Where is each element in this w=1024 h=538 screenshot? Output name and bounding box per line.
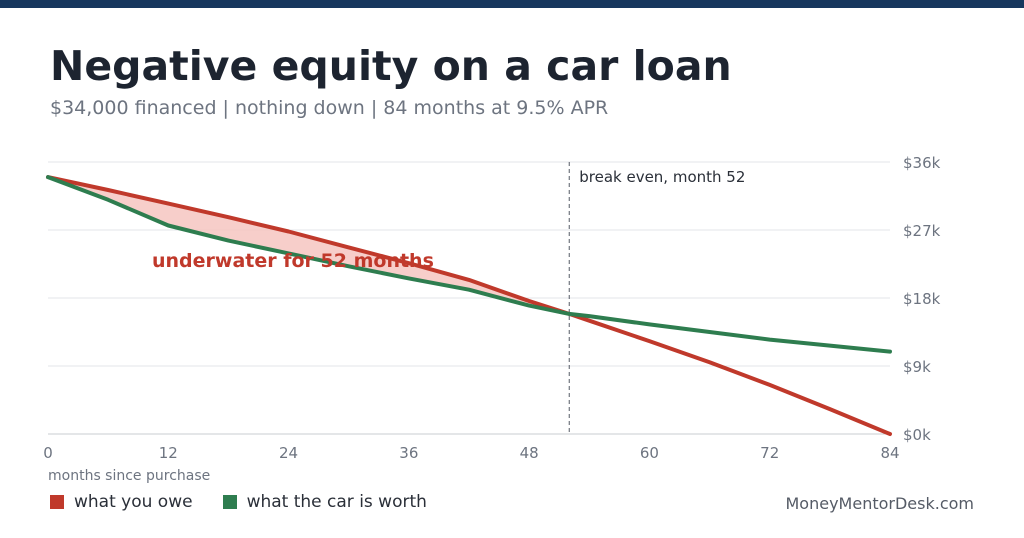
top-accent-bar bbox=[0, 0, 1024, 8]
underwater-area bbox=[48, 177, 570, 314]
x-tick-label: 0 bbox=[43, 444, 53, 462]
legend-label-worth: what the car is worth bbox=[246, 492, 427, 512]
x-axis-label: months since purchase bbox=[48, 468, 210, 484]
legend-swatch-worth bbox=[222, 495, 237, 509]
y-tick-label: $18k bbox=[903, 290, 941, 308]
legend-swatch-owe bbox=[50, 495, 64, 509]
x-tick-label: 72 bbox=[760, 444, 779, 462]
y-tick-label: $36k bbox=[903, 154, 941, 172]
x-tick-label: 12 bbox=[159, 444, 178, 462]
source-credit: MoneyMentorDesk.com bbox=[785, 494, 975, 513]
y-tick-label: $27k bbox=[903, 222, 941, 240]
break-even-label: break even, month 52 bbox=[579, 168, 745, 186]
legend-label-owe: what you owe bbox=[74, 492, 193, 512]
chart-title: Negative equity on a car loan bbox=[50, 42, 732, 90]
chart-subtitle: $34,000 financed | nothing down | 84 mon… bbox=[50, 97, 609, 119]
y-tick-label: $0k bbox=[903, 426, 931, 444]
x-tick-label: 48 bbox=[520, 444, 539, 462]
x-tick-label: 60 bbox=[640, 444, 659, 462]
series-line-owe bbox=[46, 175, 892, 436]
x-tick-label: 84 bbox=[880, 444, 899, 462]
y-tick-label: $9k bbox=[903, 358, 931, 376]
legend-item-worth: what the car is worth bbox=[222, 492, 427, 512]
x-tick-label: 24 bbox=[279, 444, 298, 462]
legend: what you owe what the car is worth bbox=[50, 492, 457, 512]
legend-item-owe: what you owe bbox=[50, 492, 193, 512]
x-tick-label: 36 bbox=[399, 444, 418, 462]
series-line-worth bbox=[46, 175, 892, 354]
underwater-label: underwater for 52 months bbox=[152, 250, 434, 272]
